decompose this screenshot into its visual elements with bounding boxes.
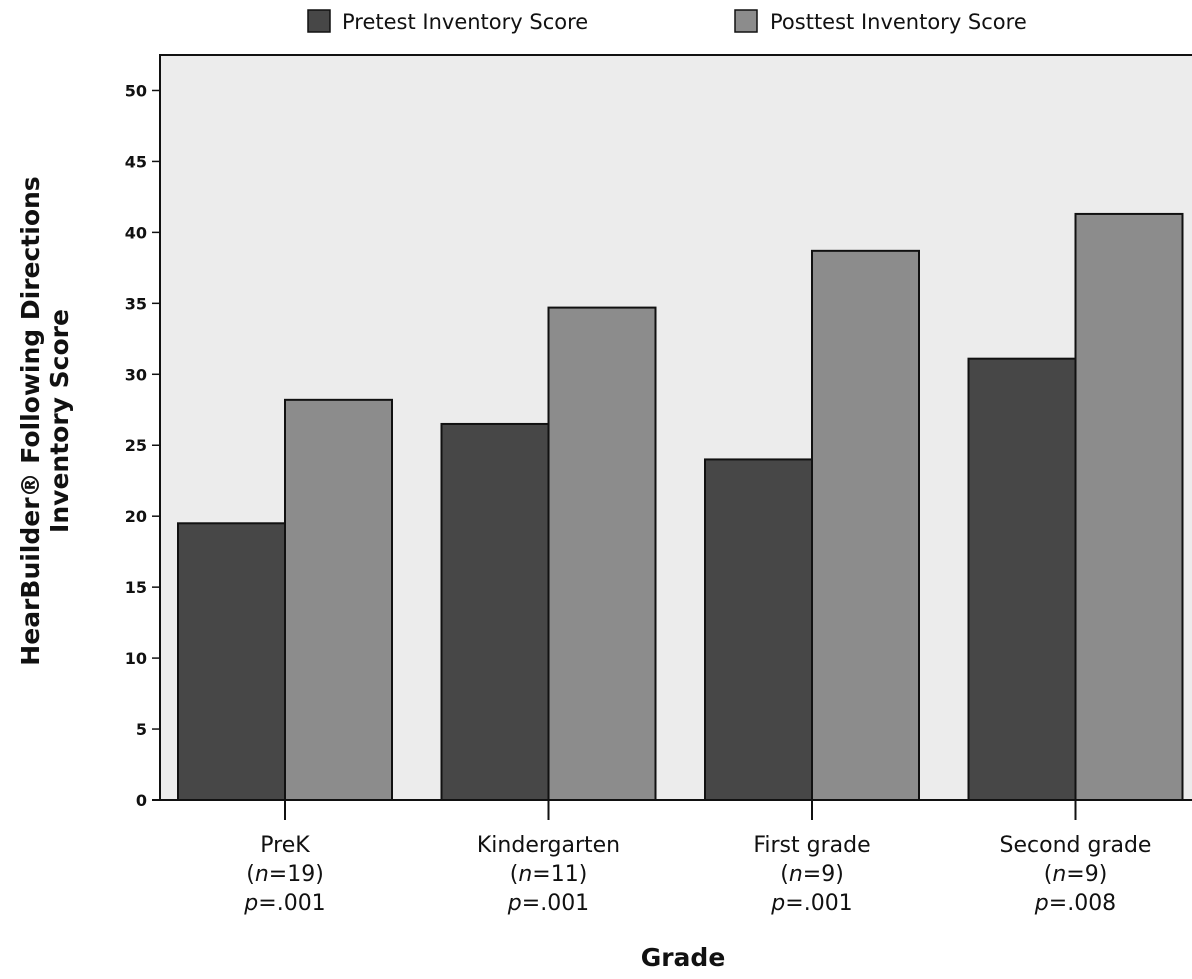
y-axis-title-line2: Inventory Score	[45, 309, 74, 533]
bar-pretest-3	[967, 357, 1077, 801]
category-name-label: Kindergarten	[477, 833, 620, 858]
bar-posttest-1	[547, 306, 657, 801]
legend-swatch-posttest	[734, 9, 758, 33]
legend-label-posttest: Posttest Inventory Score	[770, 10, 1027, 34]
category-name-label: Second grade	[1000, 833, 1152, 858]
y-axis-title: HearBuilder® Following Directions Invent…	[16, 176, 74, 665]
category-name-label: PreK	[260, 833, 310, 858]
y-axis-title-line1: HearBuilder® Following Directions	[16, 176, 45, 665]
category-name-label: First grade	[753, 833, 870, 858]
legend-swatch-pretest	[307, 9, 331, 33]
y-tick-label: 25	[125, 436, 147, 455]
y-tick-label: 35	[125, 294, 147, 313]
bar-posttest-3	[1074, 212, 1184, 801]
y-tick-label: 40	[125, 223, 147, 242]
x-axis-title: Grade	[641, 943, 726, 972]
y-tick-label: 50	[125, 81, 147, 100]
legend-label-pretest: Pretest Inventory Score	[342, 10, 588, 34]
category-n-label: (n=19)	[246, 862, 324, 887]
bar-pretest-2	[704, 458, 813, 801]
category-p-label: p=.008	[1034, 891, 1116, 916]
bar-posttest-0	[284, 398, 393, 801]
y-tick-label: 10	[125, 649, 147, 668]
category-n-label: (n=9)	[1044, 862, 1108, 887]
y-tick-label: 20	[125, 507, 147, 526]
y-tick-label: 30	[125, 365, 147, 384]
category-p-label: p=.001	[507, 891, 589, 916]
category-p-label: p=.001	[770, 891, 852, 916]
x-axis	[152, 799, 1192, 820]
bar-pretest-0	[177, 522, 286, 801]
bar-pretest-1	[440, 422, 550, 801]
bars	[177, 212, 1184, 802]
y-tick-label: 15	[125, 578, 147, 597]
x-axis-category-labels: PreK (n=19) p=.001 Kindergarten (n=11) p=.001…	[243, 833, 1151, 916]
category-p-label: p=.001	[243, 891, 325, 916]
y-tick-label: 0	[136, 791, 147, 810]
y-tick-label: 5	[136, 720, 147, 739]
bar-posttest-2	[811, 249, 920, 802]
category-n-label: (n=11)	[510, 862, 588, 887]
y-axis: 0 5 10 15 20 25 30 35 40 45 50	[125, 81, 160, 810]
legend: Pretest Inventory Score Posttest Invento…	[307, 9, 1027, 34]
y-tick-label: 45	[125, 152, 147, 171]
category-n-label: (n=9)	[780, 862, 844, 887]
